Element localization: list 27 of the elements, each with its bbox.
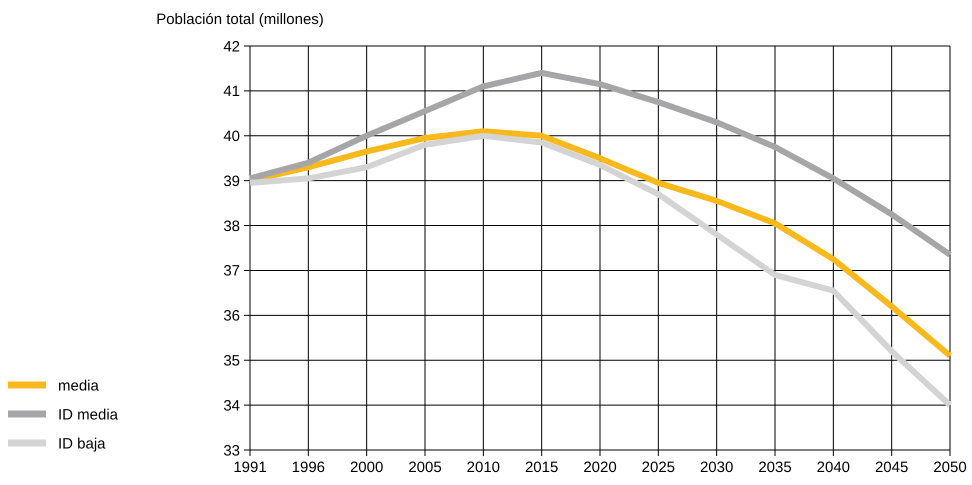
y-tick-label: 40 bbox=[223, 128, 240, 146]
x-tick-label: 2010 bbox=[466, 459, 500, 476]
y-tick-label: 33 bbox=[223, 442, 240, 460]
y-tick-label: 42 bbox=[223, 38, 240, 56]
y-tick-label: 34 bbox=[223, 397, 240, 414]
y-tick-label: 39 bbox=[223, 172, 240, 190]
x-tick-label: 2045 bbox=[874, 459, 908, 476]
x-tick-label: 2025 bbox=[642, 459, 676, 476]
x-tick-label: 2015 bbox=[524, 459, 558, 476]
x-tick-label: 2030 bbox=[700, 459, 734, 476]
x-tick-label: 2000 bbox=[350, 459, 384, 476]
y-axis-title: Población total (millones) bbox=[156, 11, 324, 28]
legend-label: ID media bbox=[58, 406, 119, 424]
y-tick-label: 36 bbox=[223, 308, 240, 325]
x-tick-label: 2005 bbox=[408, 459, 442, 476]
x-tick-label: 1996 bbox=[292, 459, 326, 476]
legend-label: ID baja bbox=[58, 435, 106, 452]
x-tick-label: 2035 bbox=[758, 459, 792, 476]
x-tick-label: 2050 bbox=[933, 459, 967, 476]
y-tick-label: 38 bbox=[223, 218, 240, 235]
y-tick-label: 35 bbox=[223, 352, 240, 370]
x-tick-label: 2020 bbox=[583, 459, 617, 476]
legend-label: media bbox=[58, 377, 100, 394]
y-tick-label: 41 bbox=[223, 83, 240, 100]
y-tick-label: 37 bbox=[223, 262, 240, 280]
x-tick-label: 2040 bbox=[816, 459, 850, 476]
x-tick-label: 1991 bbox=[233, 459, 267, 476]
